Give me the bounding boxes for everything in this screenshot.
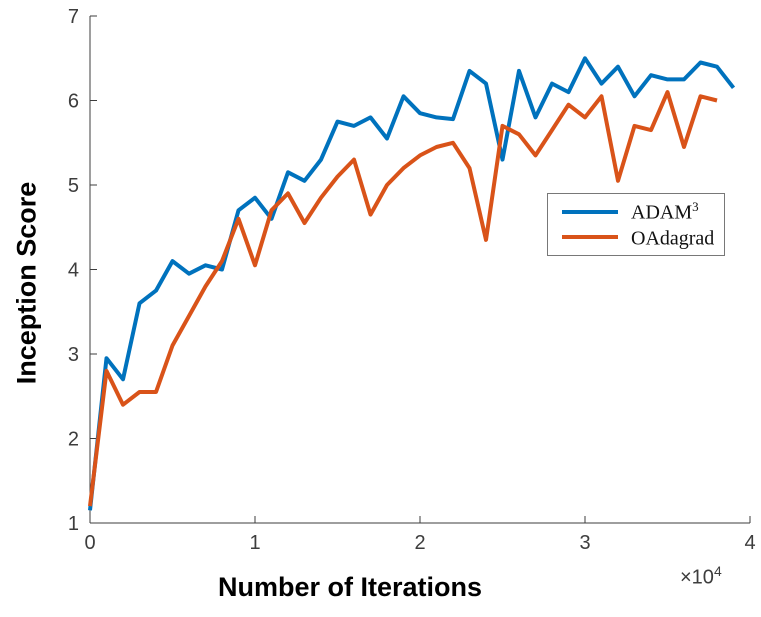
x-tick-label: 4 bbox=[744, 532, 755, 554]
y-tick-label: 6 bbox=[68, 91, 79, 113]
y-tick-label: 3 bbox=[68, 344, 79, 366]
y-tick-label: 2 bbox=[68, 429, 79, 451]
x-scale-base: ×10 bbox=[680, 566, 714, 589]
legend: ADAM3 OAdagrad bbox=[547, 193, 725, 256]
x-tick-label: 0 bbox=[84, 532, 95, 554]
legend-superscript: 3 bbox=[692, 199, 699, 215]
adam3-line-sample bbox=[562, 209, 618, 214]
y-tick-label: 1 bbox=[68, 513, 79, 535]
legend-label-oadagrad: OAdagrad bbox=[631, 226, 714, 249]
x-tick-label: 2 bbox=[414, 532, 425, 554]
oadagrad-line bbox=[88, 90, 718, 507]
x-axis-label: Number of Iterations bbox=[217, 572, 483, 602]
adam3-line bbox=[88, 56, 736, 511]
legend-label-adam3: ADAM3 bbox=[631, 200, 699, 223]
oadagrad-line-sample bbox=[562, 235, 618, 240]
legend-text: ADAM bbox=[631, 201, 693, 224]
legend-item-adam3: ADAM3 bbox=[562, 200, 714, 223]
x-axis-scale-multiplier: ×104 bbox=[680, 563, 722, 590]
x-scale-exponent: 4 bbox=[713, 563, 722, 579]
legend-text: OAdagrad bbox=[631, 227, 715, 250]
y-tick-label: 5 bbox=[68, 175, 79, 197]
y-axis-label: Inception Score bbox=[11, 181, 42, 385]
y-tick-label: 7 bbox=[68, 6, 79, 28]
legend-item-oadagrad: OAdagrad bbox=[562, 226, 714, 249]
x-tick-label: 3 bbox=[579, 532, 590, 554]
y-tick-label: 4 bbox=[68, 260, 79, 282]
x-tick-label: 1 bbox=[249, 532, 260, 554]
